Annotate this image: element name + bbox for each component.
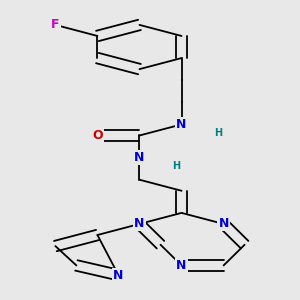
Text: H: H: [172, 161, 180, 171]
Text: N: N: [176, 118, 187, 131]
Text: F: F: [51, 18, 60, 32]
Text: H: H: [214, 128, 222, 138]
Text: N: N: [176, 259, 187, 272]
Text: N: N: [134, 151, 145, 164]
Text: N: N: [134, 218, 145, 230]
Text: N: N: [113, 268, 124, 282]
Text: N: N: [218, 218, 229, 230]
Text: O: O: [92, 129, 103, 142]
